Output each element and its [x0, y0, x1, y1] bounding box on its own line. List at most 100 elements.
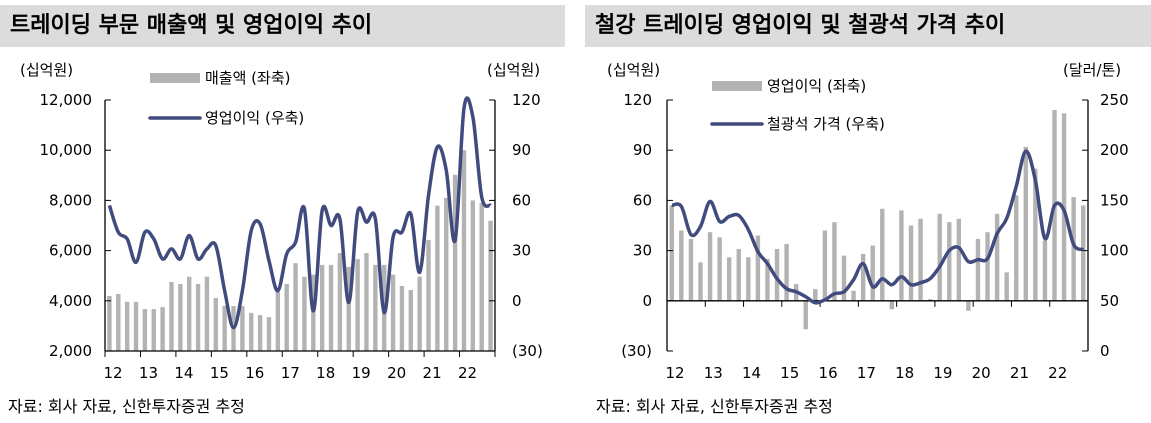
chart1-bar-38: [444, 197, 449, 351]
chart1-bar-32: [390, 274, 396, 351]
chart2-bar-2: [688, 238, 694, 301]
chart1-right-tick-label-2: 30: [512, 242, 531, 260]
right-source-note: 자료: 회사 자료, 신한투자증권 추정: [596, 397, 833, 416]
chart2-x-tick-label-6: 18: [895, 364, 914, 382]
chart1-bar-13: [222, 305, 227, 351]
right-chart-title: 철강 트레이딩 영업이익 및 철광석 가격 추이: [585, 5, 1151, 47]
chart1-bar-0: [107, 296, 112, 351]
chart1-line-series: [107, 96, 492, 330]
chart2-bar-35: [1004, 272, 1009, 301]
chart1-x-tick-label-5: 17: [281, 364, 300, 382]
chart1-bar-15: [240, 306, 245, 351]
chart1-left-tick-label-2: 6,000: [49, 242, 92, 260]
chart1-bar-1: [116, 294, 121, 351]
chart2-x-tick-label-0: 12: [665, 364, 684, 382]
chart1-bar-24: [319, 264, 325, 351]
chart2-bar-4: [707, 232, 713, 301]
chart2-bar-8: [746, 257, 751, 301]
chart2-legend-line-label: 철광석 가격 (우축): [767, 115, 885, 133]
chart2-bar-24: [899, 210, 904, 301]
chart2-bar-19: [851, 290, 856, 301]
chart1-bar-17: [257, 315, 263, 351]
chart1-right-tick-label-0: (30): [512, 342, 543, 360]
chart2-bar-21: [870, 245, 875, 301]
chart1-bar-41: [470, 200, 476, 351]
chart1-left-tick-label-4: 10,000: [40, 141, 93, 159]
chart1-right-tick-label-3: 60: [512, 191, 531, 209]
chart2-bar-5: [717, 237, 722, 301]
chart2-legend-bar-label: 영업이익 (좌축): [767, 77, 866, 95]
chart1-bar-6: [160, 307, 165, 351]
chart2-bar-7: [736, 248, 741, 301]
chart2-bar-32: [975, 238, 981, 301]
chart2-left-tick-label-3: 60: [633, 191, 652, 209]
chart2-bar-26: [918, 218, 923, 301]
chart1-bar-37: [435, 205, 440, 351]
chart2-right-unit: (달러/톤): [1063, 61, 1121, 79]
chart1-bar-35: [417, 276, 422, 351]
chart2-bar-18: [841, 255, 847, 301]
left-source-note: 자료: 회사 자료, 신한투자증권 추정: [8, 397, 245, 416]
chart2-x-tick-label-3: 15: [780, 364, 799, 382]
chart1-x-tick-label-8: 20: [387, 364, 406, 382]
chart1-bar-27: [346, 266, 351, 351]
chart2-bar-23: [889, 300, 895, 310]
chart2-bar-43: [1081, 205, 1086, 301]
chart1-bar-5: [151, 309, 156, 351]
chart1-bar-2: [124, 301, 130, 351]
chart2-bar-9: [755, 235, 761, 301]
chart2-left-tick-label-4: 90: [633, 141, 652, 159]
chart1-bar-29: [364, 253, 369, 351]
chart1-bar-8: [178, 283, 183, 351]
chart2-bar-39: [1042, 240, 1048, 301]
chart2-bar-31: [966, 300, 971, 311]
chart1-bar-21: [293, 263, 298, 351]
chart2-left-tick-label-5: 120: [623, 91, 652, 109]
chart2-x-tick-label-9: 21: [1010, 364, 1029, 382]
chart1-bar-26: [337, 253, 343, 351]
chart1-bar-3: [133, 301, 139, 351]
chart2-right-tick-label-0: 0: [1100, 342, 1110, 360]
chart2-bar-25: [908, 225, 914, 301]
chart1-right-tick-label-5: 120: [512, 91, 541, 109]
chart2-x-tick-label-10: 22: [1048, 364, 1067, 382]
chart1-x-tick-label-6: 18: [316, 364, 335, 382]
chart1-x-tick-label-10: 22: [458, 364, 477, 382]
chart2-x-tick-label-2: 14: [742, 364, 761, 382]
chart2-x-tick-label-1: 13: [704, 364, 723, 382]
chart1-x-tick-label-3: 15: [210, 364, 229, 382]
chart2-bar-0: [669, 205, 674, 301]
chart1-legend-line-label: 영업이익 (우축): [205, 109, 304, 127]
chart2-bar-34: [994, 213, 1000, 301]
chart2-x-tick-label-5: 17: [857, 364, 876, 382]
chart2-x-tick-label-7: 19: [933, 364, 952, 382]
chart1-bar-22: [302, 276, 307, 351]
chart1-bar-4: [142, 309, 148, 351]
left-chart-title: 트레이딩 부문 매출액 및 영업이익 추이: [0, 5, 565, 47]
chart2-legend-bar-swatch: [712, 81, 762, 91]
chart1-bar-10: [195, 283, 201, 351]
chart2-bar-30: [956, 218, 962, 301]
chart1-x-tick-label-7: 19: [352, 364, 371, 382]
chart1-bar-40: [461, 150, 467, 351]
chart1-left-tick-label-1: 4,000: [49, 292, 92, 310]
chart2-bar-28: [937, 213, 942, 301]
chart1-bar-36: [426, 240, 431, 351]
chart2-bar-20: [860, 253, 866, 301]
chart2-bar-1: [679, 230, 684, 301]
chart1-bar-12: [213, 298, 218, 351]
chart1-bar-39: [452, 174, 458, 351]
chart2-bar-27: [927, 299, 933, 301]
chart2-bar-16: [822, 230, 828, 301]
chart1-bar-19: [275, 292, 281, 351]
chart2-bar-36: [1014, 195, 1019, 301]
chart2-right-tick-label-4: 200: [1100, 141, 1129, 159]
chart1-bar-7: [169, 281, 174, 351]
chart1-bar-25: [328, 264, 334, 351]
chart2-bar-14: [803, 300, 808, 330]
chart1-left-tick-label-0: 2,000: [49, 342, 92, 360]
chart1-bar-20: [284, 283, 289, 351]
chart2-right-tick-label-1: 50: [1100, 292, 1119, 310]
chart1-bar-16: [249, 312, 254, 351]
